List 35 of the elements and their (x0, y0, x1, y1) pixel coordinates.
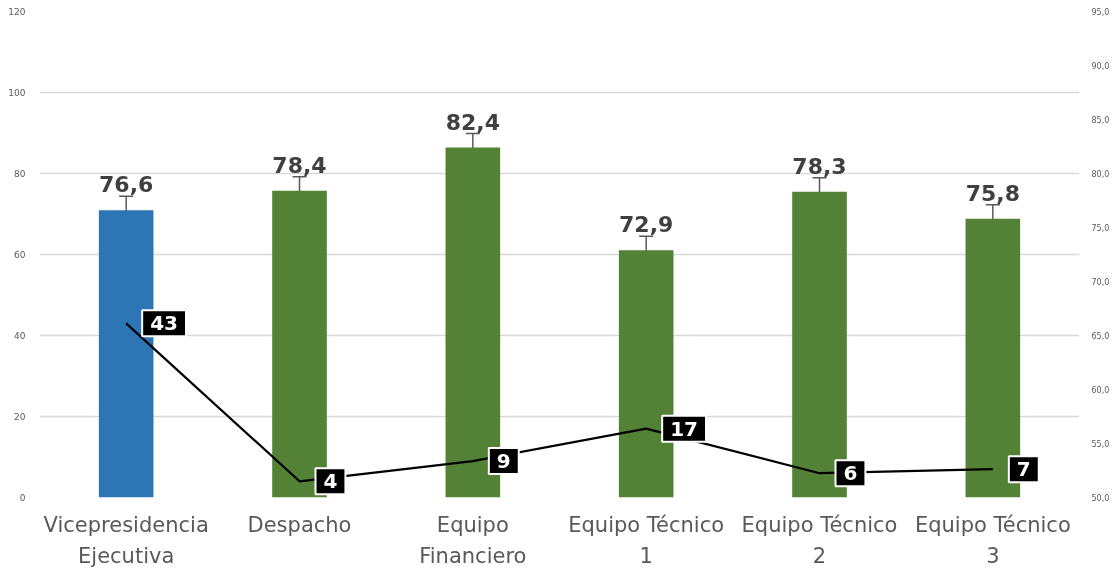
y2-tick-label: 75,0 (1091, 224, 1110, 233)
y-tick-label: 60 (14, 250, 26, 260)
data-label: 6 (843, 461, 858, 486)
data-label: 76,6 (99, 172, 154, 198)
y-tick-label: 0 (19, 493, 26, 503)
x-tick-label: Equipo Técnico 2 (741, 512, 898, 568)
data-label: 4 (323, 469, 338, 494)
x-tick-label: Vicepresidencia Ejecutiva (43, 512, 209, 568)
y2-tick-label: 60,0 (1091, 386, 1110, 395)
x-tick-label: Equipo Financiero (419, 512, 527, 568)
x-tick-label: Equipo Técnico 3 (914, 512, 1071, 568)
y-tick-label: 20 (14, 412, 26, 422)
data-label: 43 (150, 311, 179, 336)
data-label: 78,4 (272, 152, 327, 178)
data-label: 82,4 (445, 109, 500, 135)
y2-tick-label: 65,0 (1091, 332, 1110, 341)
data-label: 7 (1016, 457, 1031, 482)
x-tick-label: Equipo Técnico 1 (568, 512, 725, 568)
y2-tick-label: 85,0 (1091, 116, 1110, 125)
y2-tick-label: 95,0 (1091, 8, 1110, 17)
y2-tick-label: 55,0 (1091, 440, 1110, 449)
y-tick-label: 80 (14, 169, 26, 179)
y2-tick-label: 50,0 (1091, 494, 1110, 503)
x-tick-label: Despacho (247, 512, 352, 537)
data-label: 75,8 (965, 180, 1020, 206)
y2-tick-label: 90,0 (1091, 62, 1110, 71)
y2-tick-label: 70,0 (1091, 278, 1110, 287)
data-label: 17 (670, 416, 699, 441)
data-label: 9 (496, 449, 511, 474)
data-label: 78,3 (792, 153, 847, 179)
y-tick-label: 120 (8, 7, 26, 17)
y-tick-label: 40 (14, 331, 26, 341)
y2-tick-label: 80,0 (1091, 170, 1110, 179)
data-label: 72,9 (619, 212, 674, 238)
y-tick-label: 100 (8, 88, 26, 98)
